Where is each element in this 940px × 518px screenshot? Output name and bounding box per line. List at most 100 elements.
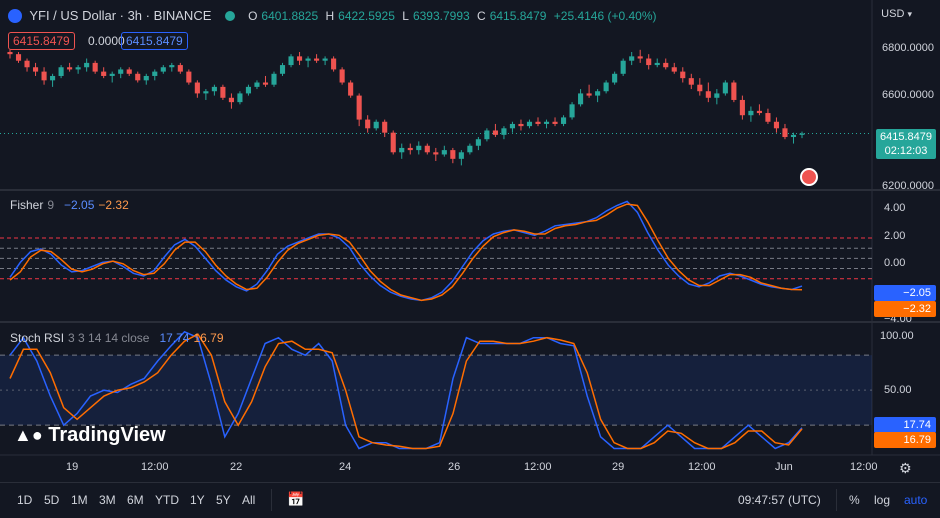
candle-body xyxy=(705,91,711,98)
candle-body xyxy=(637,56,643,59)
candle-body xyxy=(356,95,362,120)
time-label: 19 xyxy=(66,461,79,473)
candle-body xyxy=(271,73,277,85)
price-change: +25.4146 (+0.40%) xyxy=(553,9,657,23)
candle-body xyxy=(160,67,166,72)
ohlc-high-value: 6422.5925 xyxy=(338,9,395,23)
stoch-series-line xyxy=(9,330,803,450)
range-6m-button[interactable]: 6M xyxy=(127,493,144,507)
percent-scale-toggle[interactable]: % xyxy=(849,493,860,507)
candle-body xyxy=(612,73,618,83)
candle-body xyxy=(663,62,669,68)
utc-clock[interactable]: 09:47:57 (UTC) xyxy=(738,493,821,507)
fisher-trigger-price-label: −2.32 xyxy=(874,301,936,317)
candle-body xyxy=(518,123,524,127)
stoch-name[interactable]: Stoch RSI xyxy=(10,331,65,345)
candle-body xyxy=(688,78,694,85)
candle-body xyxy=(75,67,81,70)
candle-body xyxy=(586,93,592,96)
candle-body xyxy=(382,121,388,133)
candle-body xyxy=(245,86,252,94)
toolbar-divider xyxy=(271,489,272,511)
fisher-series-line xyxy=(9,200,803,302)
candle-body xyxy=(569,104,575,118)
range-ytd-button[interactable]: YTD xyxy=(155,493,179,507)
settings-gear-icon[interactable]: ⚙ xyxy=(899,460,912,476)
candle-body xyxy=(552,121,558,124)
candle-body xyxy=(41,71,47,81)
stoch-d-value: 16.79 xyxy=(193,331,224,345)
candle-body xyxy=(501,128,507,135)
fisher-legend: Fisher 9 −2.05 −2.32 xyxy=(10,198,133,212)
candle-body xyxy=(288,56,294,66)
candle-body xyxy=(450,150,456,159)
candle-body xyxy=(373,121,379,129)
candle-body xyxy=(262,82,269,85)
ohlc-open-value: 6401.8825 xyxy=(261,9,319,23)
candle-body xyxy=(646,58,652,66)
candle-body xyxy=(135,73,141,81)
time-label: 26 xyxy=(448,461,461,473)
candle-body xyxy=(228,97,234,103)
candle-body xyxy=(194,82,200,94)
candle-body xyxy=(799,133,805,135)
sell-button[interactable]: 6415.8479 xyxy=(8,32,75,50)
currency-label: USD xyxy=(881,8,905,20)
log-scale-toggle[interactable]: log xyxy=(874,493,891,507)
candle-body xyxy=(305,58,311,61)
fisher-name[interactable]: Fisher xyxy=(10,198,44,212)
spread-value: 0.0000 xyxy=(88,34,125,48)
candle-body xyxy=(560,117,567,124)
fisher-value: −2.05 xyxy=(64,198,95,212)
chart-canvas[interactable] xyxy=(0,0,940,482)
time-label: 12:00 xyxy=(688,461,716,473)
stoch-d-price-label: 16.79 xyxy=(874,432,936,448)
symbol-title[interactable]: YFI / US Dollar · 3h · BINANCE xyxy=(29,8,212,23)
candle-body xyxy=(484,130,490,140)
candle-body xyxy=(32,67,39,72)
candle-body xyxy=(424,145,430,153)
ohlc-low-value: 6393.7993 xyxy=(412,9,470,23)
market-status-icon[interactable] xyxy=(224,11,235,21)
range-1y-button[interactable]: 1Y xyxy=(190,493,205,507)
time-label: 12:00 xyxy=(524,461,552,473)
candle-body xyxy=(416,145,422,151)
bottom-toolbar: 1D 5D 1M 3M 6M YTD 1Y 5Y All 📅 09:47:57 … xyxy=(0,482,940,518)
stoch-band-fill xyxy=(0,355,872,426)
candle-body xyxy=(790,134,797,138)
stoch-legend: Stoch RSI 3 3 14 14 close 17.74 16.79 xyxy=(10,331,228,345)
candle-body xyxy=(458,152,464,159)
time-label: Jun xyxy=(775,461,793,473)
candle-body xyxy=(535,121,541,124)
range-5d-button[interactable]: 5D xyxy=(44,493,60,507)
candle-body xyxy=(433,152,439,155)
candle-body xyxy=(441,150,447,155)
candle-body xyxy=(7,51,13,55)
watermark-text: TradingView xyxy=(48,424,166,446)
range-all-button[interactable]: All xyxy=(242,493,256,507)
candle-body xyxy=(739,99,745,116)
time-label: 24 xyxy=(339,461,352,473)
candle-body xyxy=(399,147,405,153)
us-flag-event-icon[interactable] xyxy=(800,168,818,186)
candle-body xyxy=(722,82,728,94)
candle-body xyxy=(390,132,396,153)
candle-body xyxy=(773,121,780,129)
date-range-calendar-icon[interactable]: 📅 xyxy=(287,491,305,507)
candle-body xyxy=(50,75,56,81)
buy-button[interactable]: 6415.8479 xyxy=(121,32,188,50)
range-3m-button[interactable]: 3M xyxy=(99,493,116,507)
candle-body xyxy=(629,56,635,61)
fisher-tick-4: 4.00 xyxy=(884,202,906,214)
candle-body xyxy=(237,93,243,103)
candle-body xyxy=(765,113,771,122)
currency-selector[interactable]: USD ▾ xyxy=(881,8,912,20)
candle-body xyxy=(254,82,260,87)
range-1m-button[interactable]: 1M xyxy=(71,493,88,507)
candle-body xyxy=(654,62,660,66)
auto-scale-toggle[interactable]: auto xyxy=(904,493,928,507)
range-5y-button[interactable]: 5Y xyxy=(216,493,231,507)
stoch-tick-50: 50.00 xyxy=(884,384,912,396)
price-tick-6600: 6600.0000 xyxy=(882,89,934,101)
range-1d-button[interactable]: 1D xyxy=(17,493,33,507)
